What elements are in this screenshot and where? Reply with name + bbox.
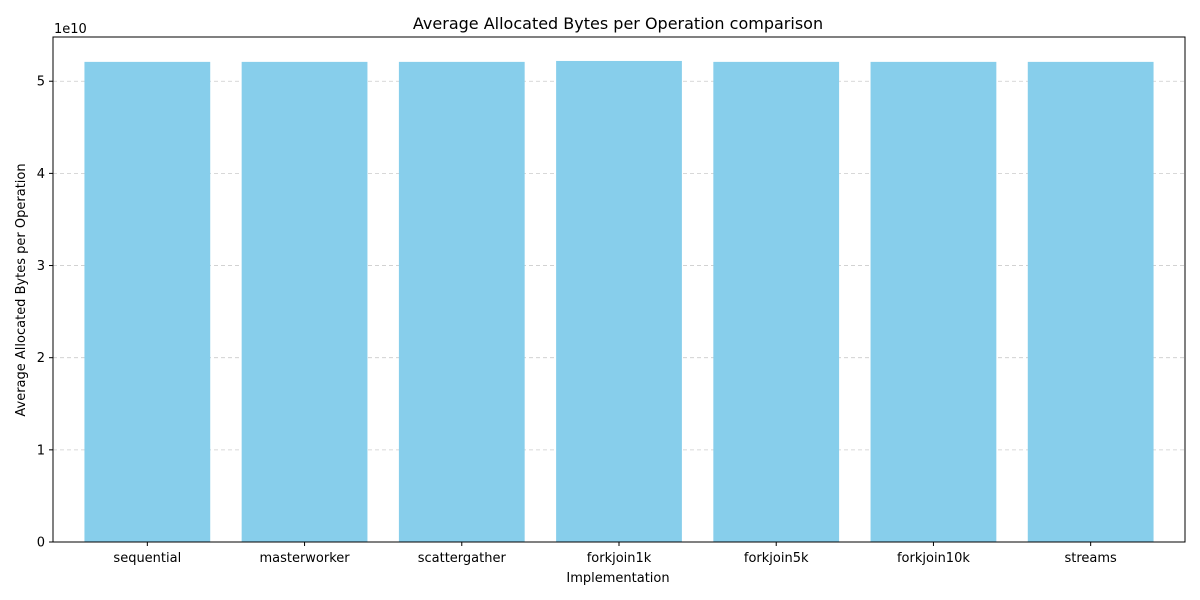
x-tick-label: streams (1064, 551, 1117, 566)
x-tick-label: forkjoin1k (587, 551, 652, 566)
x-tick-label: masterworker (259, 551, 350, 566)
y-tick-label: 5 (37, 75, 45, 90)
y-tick-label: 4 (37, 167, 45, 182)
x-ticks: sequential masterworker scattergather forkj… (113, 542, 1117, 566)
y-tick-label: 0 (37, 536, 45, 551)
y-tick-label: 3 (37, 259, 45, 274)
y-tick-label: 2 (37, 351, 45, 366)
bar-forkjoin5k (713, 61, 840, 543)
chart-title: Average Allocated Bytes per Operation co… (413, 14, 823, 33)
y-ticks: 0 1 2 3 4 5 (37, 75, 53, 551)
x-axis-label: Implementation (566, 571, 669, 586)
x-tick-label: forkjoin10k (897, 551, 970, 566)
bar-sequential (84, 61, 211, 543)
bars (84, 60, 1154, 543)
x-tick-label: scattergather (418, 551, 507, 566)
y-offset-label: 1e10 (54, 22, 87, 37)
plot-frame (52, 36, 1186, 543)
bar-forkjoin1k (556, 60, 682, 543)
x-tick-label: forkjoin5k (744, 551, 809, 566)
bar-streams (1027, 61, 1154, 543)
bar-masterworker (241, 61, 368, 543)
bar-forkjoin10k (870, 61, 997, 543)
y-tick-label: 1 (37, 443, 45, 458)
x-tick-label: sequential (113, 551, 181, 566)
bar-scattergather (398, 61, 525, 543)
y-axis-label: Average Allocated Bytes per Operation (14, 163, 29, 416)
